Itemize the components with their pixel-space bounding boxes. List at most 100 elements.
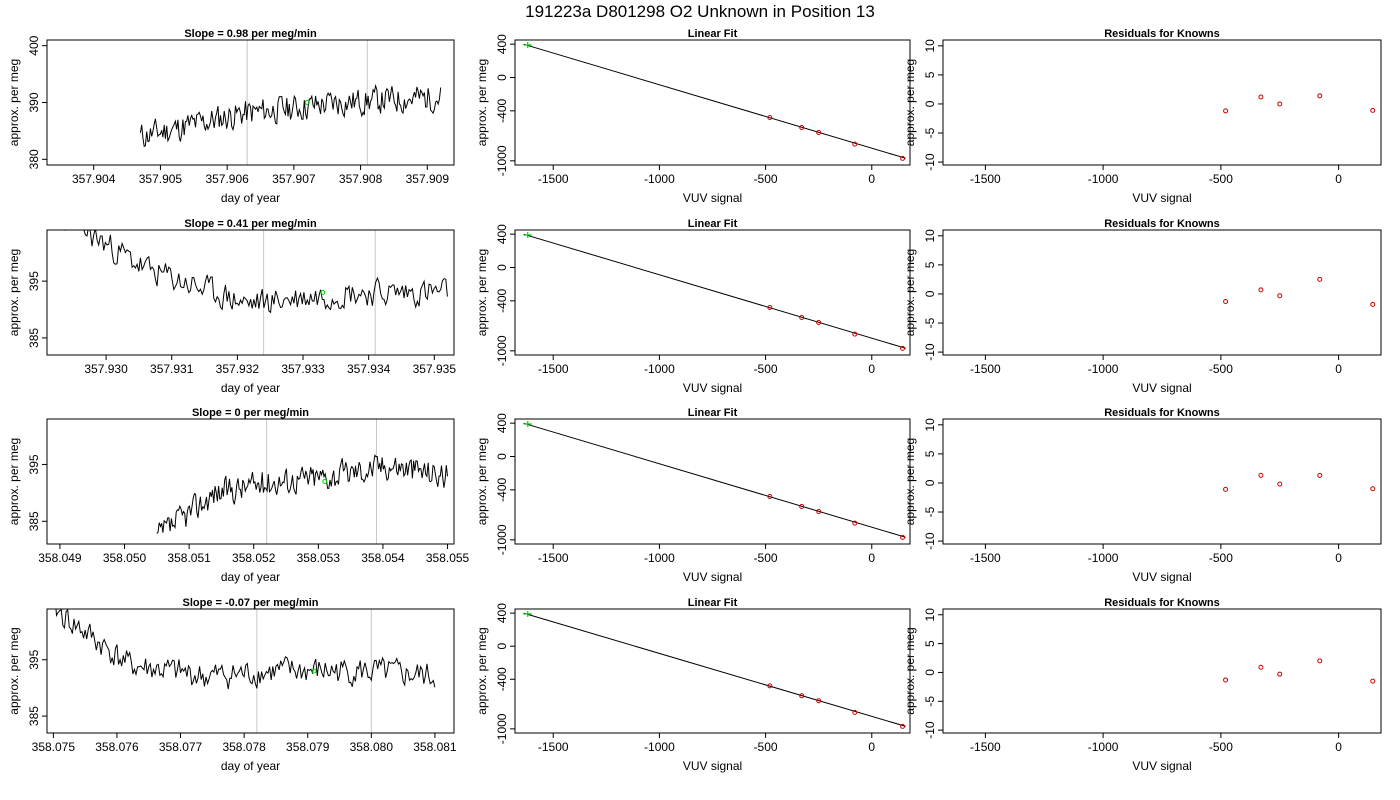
panel-4-1: Slope = -0.07 per meg/min day of year appr…: [7, 597, 457, 773]
known-point: [799, 125, 805, 130]
selected-point: [320, 290, 326, 295]
x-axis-label: VUV signal: [683, 570, 742, 584]
known-point: [852, 331, 858, 337]
y-tick-label: 395: [27, 649, 41, 669]
known-point: [816, 698, 822, 704]
x-axis-label: VUV signal: [1132, 191, 1191, 205]
plot-frame: [514, 608, 911, 734]
residual-point: [1223, 108, 1229, 114]
x-tick-label: -1000: [644, 551, 675, 565]
residual-point: [1370, 678, 1376, 684]
x-tick-label: 0: [1335, 551, 1342, 565]
panel-title: Linear Fit: [688, 28, 738, 40]
x-tick-label: 0: [1335, 740, 1342, 754]
panel-title: Linear Fit: [688, 597, 738, 609]
panel-3-2: Linear Fit VUV signal approx. per meg -1500…: [475, 407, 911, 584]
panel-2-2: Linear Fit VUV signal approx. per meg -1500…: [475, 218, 911, 395]
x-tick-label: -500: [1209, 551, 1233, 565]
x-axis-label: day of year: [221, 381, 280, 395]
x-tick-label: -1000: [1088, 740, 1119, 754]
x-tick-label: 357.934: [347, 362, 391, 376]
y-tick-label: -5: [923, 506, 937, 517]
residual-point: [1317, 276, 1323, 282]
x-axis-label: VUV signal: [1132, 381, 1191, 395]
y-tick-label: 0: [923, 479, 937, 486]
residual-point: [1223, 486, 1229, 492]
y-tick-label: 0: [923, 100, 937, 107]
series-line: [156, 454, 448, 534]
plot-frame: [46, 229, 455, 356]
y-tick-label: 400: [27, 35, 41, 55]
y-axis-label: approx. per meg: [7, 627, 21, 714]
panel-title: Residuals for Knowns: [1104, 597, 1220, 609]
series-line: [139, 83, 442, 148]
residual-point: [1258, 287, 1264, 293]
x-tick-label: 358.055: [426, 551, 470, 565]
x-tick-label: 358.053: [297, 551, 341, 565]
y-tick-label: 5: [923, 261, 937, 268]
x-tick-label: -1500: [538, 172, 569, 186]
y-tick-label: -400: [495, 289, 509, 313]
figure-title: 191223a D801298 O2 Unknown in Position 1…: [525, 2, 875, 21]
plot-frame: [514, 229, 911, 356]
panel-title: Residuals for Knowns: [1104, 28, 1220, 40]
panel-title: Linear Fit: [688, 407, 738, 419]
y-axis-label: approx. per meg: [903, 59, 917, 146]
y-axis-label: approx. per meg: [7, 249, 21, 336]
panel-3-1: Slope = 0 per meg/min day of year approx. …: [7, 407, 470, 584]
known-point: [852, 141, 858, 147]
selected-point: [304, 100, 310, 105]
x-tick-label: 358.079: [286, 740, 330, 754]
residual-point: [1223, 677, 1229, 683]
y-axis-label: approx. per meg: [475, 59, 489, 146]
panel-4-3: Residuals for Knowns VUV signal approx. pe…: [903, 597, 1382, 773]
known-point: [799, 504, 805, 509]
plot-frame: [942, 418, 1382, 545]
panel-title: Slope = 0 per meg/min: [192, 407, 309, 419]
known-point: [852, 520, 858, 526]
panel-title: Slope = 0.98 per meg/min: [184, 28, 317, 40]
y-tick-label: -10: [923, 153, 937, 171]
y-tick-label: -10: [923, 343, 937, 361]
y-tick-label: 400: [495, 603, 509, 623]
y-tick-label: 400: [495, 413, 509, 433]
residual-point: [1277, 101, 1283, 107]
y-tick-label: -10: [923, 721, 937, 739]
x-tick-label: 0: [868, 172, 875, 186]
known-point: [799, 693, 805, 699]
x-tick-label: 357.935: [413, 362, 457, 376]
selected-point: [311, 668, 317, 674]
x-tick-label: 0: [1335, 362, 1342, 376]
y-tick-label: 380: [27, 149, 41, 169]
x-tick-label: 358.054: [361, 551, 405, 565]
known-point: [900, 723, 906, 729]
x-tick-label: 357.907: [272, 172, 316, 186]
known-point: [767, 683, 773, 689]
residual-point: [1317, 658, 1323, 664]
x-tick-label: -500: [754, 172, 778, 186]
y-axis-label: approx. per meg: [475, 249, 489, 336]
y-tick-label: -400: [495, 667, 509, 691]
x-tick-label: 357.933: [281, 362, 325, 376]
x-tick-label: 357.930: [84, 362, 128, 376]
y-axis-label: approx. per meg: [475, 627, 489, 714]
x-tick-label: -1000: [1088, 172, 1119, 186]
y-axis-label: approx. per meg: [903, 627, 917, 714]
plot-frame: [46, 39, 455, 166]
panel-1-3: Residuals for Knowns VUV signal approx. pe…: [903, 28, 1382, 205]
known-point: [816, 509, 822, 514]
plot-frame: [942, 608, 1382, 734]
x-tick-label: 358.050: [103, 551, 147, 565]
residual-point: [1258, 664, 1264, 670]
known-point: [767, 305, 773, 310]
known-point: [900, 534, 906, 540]
y-tick-label: 10: [923, 608, 937, 622]
known-point: [900, 155, 906, 161]
x-tick-label: 358.076: [95, 740, 139, 754]
x-axis-label: VUV signal: [683, 191, 742, 205]
y-tick-label: 395: [27, 271, 41, 291]
x-tick-label: -1500: [538, 740, 569, 754]
x-tick-label: -1500: [538, 362, 569, 376]
y-tick-label: 10: [923, 229, 937, 243]
